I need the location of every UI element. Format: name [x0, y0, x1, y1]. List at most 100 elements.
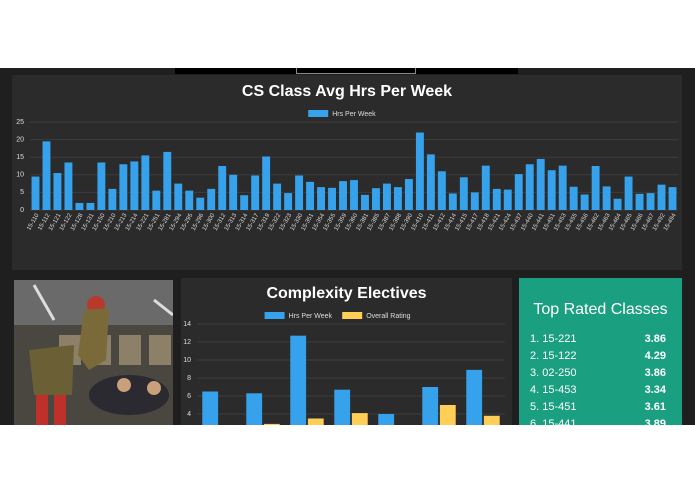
bar	[174, 183, 183, 210]
bar	[437, 171, 446, 210]
bar	[459, 177, 468, 210]
bar	[372, 188, 380, 210]
bar	[207, 188, 216, 210]
bar	[613, 198, 622, 210]
y-tick-label: 5	[20, 189, 24, 196]
bar	[350, 180, 358, 210]
rated-row: 5. 15-451 3.61	[519, 399, 682, 416]
y-tick-label: 6	[187, 393, 191, 400]
bar	[602, 186, 611, 210]
top-rated-title: Top Rated Classes	[533, 301, 668, 318]
bar	[130, 161, 139, 210]
bar	[569, 186, 578, 210]
bar	[163, 151, 172, 210]
bar	[185, 190, 194, 210]
chart-title: Complexity Electives	[266, 285, 426, 302]
bar	[119, 164, 128, 210]
rated-class: 3. 02-250	[530, 367, 577, 379]
bar	[42, 141, 51, 210]
hours-chart: CS Class Avg Hrs Per Week Hrs Per Week 0 5 1…	[12, 75, 682, 270]
rated-row: 4. 15-453 3.34	[519, 382, 682, 399]
bar	[426, 154, 435, 210]
bar	[483, 415, 500, 425]
bar	[31, 176, 40, 210]
bar	[635, 193, 644, 210]
legend-label: Hrs Per Week	[332, 111, 376, 118]
y-tick-label: 10	[16, 172, 24, 179]
bar	[108, 188, 117, 210]
legend-label: Overall Rating	[366, 313, 410, 320]
rated-score: 3.86	[644, 367, 666, 379]
bar	[351, 413, 368, 425]
bar	[448, 193, 457, 210]
bar	[624, 176, 633, 210]
bar	[466, 369, 483, 425]
y-tick-label: 8	[187, 375, 191, 382]
rated-class: 2. 15-122	[530, 350, 577, 362]
bar	[306, 181, 315, 210]
bar	[481, 165, 490, 210]
rated-score: 4.29	[644, 350, 666, 362]
bar	[317, 187, 326, 210]
bar	[263, 423, 280, 425]
bar	[262, 156, 271, 210]
bar	[246, 393, 263, 425]
top-rated-list: 1. 15-221 3.86 2. 15-122 4.29 3. 02-250 3.86 4…	[519, 331, 682, 425]
bar	[378, 414, 395, 425]
top-box	[296, 68, 416, 74]
bar	[503, 189, 512, 210]
legend-swatch	[264, 312, 285, 319]
rated-row: 2. 15-122 4.29	[519, 348, 682, 365]
bar	[307, 418, 324, 425]
y-tick-label: 12	[183, 339, 191, 346]
bar	[668, 187, 677, 210]
y-tick-label: 14	[183, 321, 191, 328]
y-tick-label: 4	[187, 411, 191, 418]
rated-score: 3.34	[644, 384, 666, 396]
y-tick-label: 0	[20, 207, 24, 214]
bar	[273, 183, 282, 210]
bar	[404, 179, 413, 210]
bar	[75, 202, 84, 210]
bar	[646, 193, 655, 210]
legend-swatch	[342, 312, 363, 319]
bar	[141, 155, 150, 210]
bar	[284, 193, 293, 210]
bar	[328, 187, 336, 210]
bar	[439, 405, 456, 425]
bar	[339, 181, 347, 210]
bar	[218, 166, 227, 210]
rated-class: 1. 15-221	[530, 333, 577, 345]
bar	[470, 192, 479, 210]
bar	[196, 197, 205, 210]
bar	[97, 162, 106, 210]
bar	[86, 202, 95, 210]
rated-score: 3.61	[644, 401, 666, 413]
bar	[240, 195, 249, 210]
legend-label: Hrs Per Week	[289, 313, 333, 320]
bar	[382, 183, 391, 210]
bar	[525, 164, 534, 210]
rated-class: 4. 15-453	[530, 384, 577, 396]
bar	[64, 162, 73, 210]
complexity-chart: Complexity Electives Hrs Per Week Overall …	[181, 278, 512, 425]
bar	[361, 194, 369, 210]
bar	[202, 391, 219, 425]
rated-row: 3. 02-250 3.86	[519, 365, 682, 382]
bar	[229, 174, 238, 210]
y-tick-label: 10	[183, 357, 191, 364]
rated-class: 5. 15-451	[530, 401, 577, 413]
bar	[295, 175, 304, 210]
bar	[591, 166, 600, 210]
bar	[415, 132, 424, 210]
bar	[152, 190, 161, 210]
bar	[657, 184, 666, 210]
bar	[393, 187, 402, 210]
rated-row: 1. 15-221 3.86	[519, 331, 682, 348]
rated-class: 6. 15-441	[530, 418, 577, 425]
bar	[536, 158, 545, 210]
y-tick-label: 25	[16, 119, 24, 126]
bar	[422, 387, 439, 425]
